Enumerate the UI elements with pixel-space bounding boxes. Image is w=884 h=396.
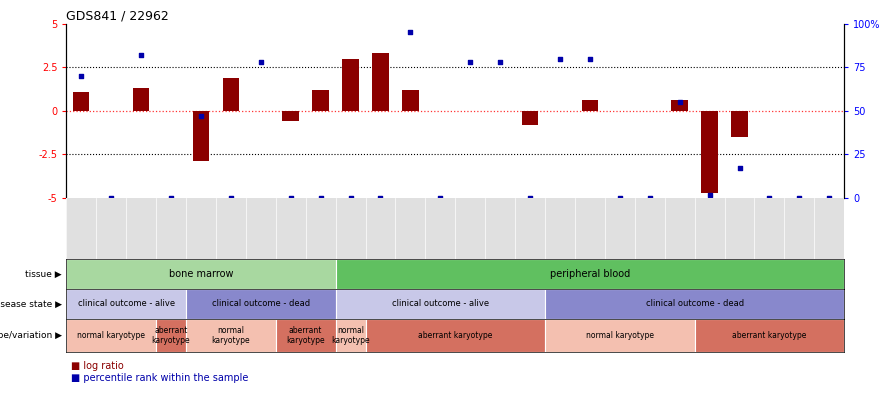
Point — [733, 165, 747, 171]
Bar — [342, 59, 359, 111]
Text: normal karyotype: normal karyotype — [77, 331, 145, 340]
Point — [344, 195, 358, 201]
Bar — [695, 319, 844, 352]
Text: aberrant karyotype: aberrant karyotype — [732, 331, 806, 340]
Point — [373, 195, 387, 201]
Bar — [336, 319, 365, 352]
Bar — [283, 111, 299, 121]
Point — [194, 113, 208, 119]
Point — [493, 59, 507, 65]
Point — [104, 195, 118, 201]
Bar — [276, 319, 336, 352]
Bar — [372, 53, 389, 111]
Bar — [186, 319, 276, 352]
Text: normal
karyotype: normal karyotype — [211, 326, 250, 345]
Point — [643, 195, 657, 201]
Text: GDS841 / 22962: GDS841 / 22962 — [66, 10, 169, 23]
Bar — [336, 289, 545, 319]
Bar — [66, 319, 156, 352]
Text: tissue ▶: tissue ▶ — [26, 270, 62, 279]
Text: ■ log ratio: ■ log ratio — [71, 361, 124, 371]
Text: clinical outcome - dead: clinical outcome - dead — [211, 299, 310, 308]
Bar — [522, 111, 538, 125]
Text: clinical outcome - alive: clinical outcome - alive — [392, 299, 489, 308]
Point — [583, 55, 597, 62]
Bar — [193, 111, 210, 162]
Bar — [402, 90, 419, 111]
Bar — [223, 78, 239, 111]
Point — [164, 195, 178, 201]
Point — [703, 191, 717, 198]
Bar — [545, 289, 844, 319]
Point — [254, 59, 268, 65]
Point — [792, 195, 806, 201]
Text: peripheral blood: peripheral blood — [550, 269, 630, 279]
Text: normal karyotype: normal karyotype — [586, 331, 654, 340]
Bar — [312, 90, 329, 111]
Point — [463, 59, 477, 65]
Bar — [336, 259, 844, 289]
Text: genotype/variation ▶: genotype/variation ▶ — [0, 331, 62, 340]
Point — [523, 195, 537, 201]
Bar — [156, 319, 186, 352]
Bar — [66, 259, 336, 289]
Bar — [701, 111, 718, 193]
Point — [822, 195, 836, 201]
Text: clinical outcome - alive: clinical outcome - alive — [78, 299, 175, 308]
Bar — [545, 319, 695, 352]
Point — [314, 195, 328, 201]
Text: aberrant
karyotype: aberrant karyotype — [286, 326, 325, 345]
Text: ■ percentile rank within the sample: ■ percentile rank within the sample — [71, 373, 248, 383]
Text: bone marrow: bone marrow — [169, 269, 233, 279]
Bar — [731, 111, 748, 137]
Point — [613, 195, 627, 201]
Point — [134, 52, 149, 58]
Bar — [365, 319, 545, 352]
Point — [74, 73, 88, 79]
Bar — [133, 88, 149, 111]
Text: aberrant
karyotype: aberrant karyotype — [152, 326, 190, 345]
Text: clinical outcome - dead: clinical outcome - dead — [645, 299, 743, 308]
Text: normal
karyotype: normal karyotype — [332, 326, 370, 345]
Point — [552, 55, 567, 62]
Point — [284, 195, 298, 201]
Point — [673, 99, 687, 105]
Point — [762, 195, 776, 201]
Point — [403, 29, 417, 36]
Bar — [582, 101, 598, 111]
Text: disease state ▶: disease state ▶ — [0, 299, 62, 308]
Bar — [672, 101, 688, 111]
Text: aberrant karyotype: aberrant karyotype — [418, 331, 492, 340]
Bar — [73, 92, 89, 111]
Bar — [66, 289, 186, 319]
Bar — [186, 289, 336, 319]
Point — [224, 195, 238, 201]
Point — [433, 195, 447, 201]
